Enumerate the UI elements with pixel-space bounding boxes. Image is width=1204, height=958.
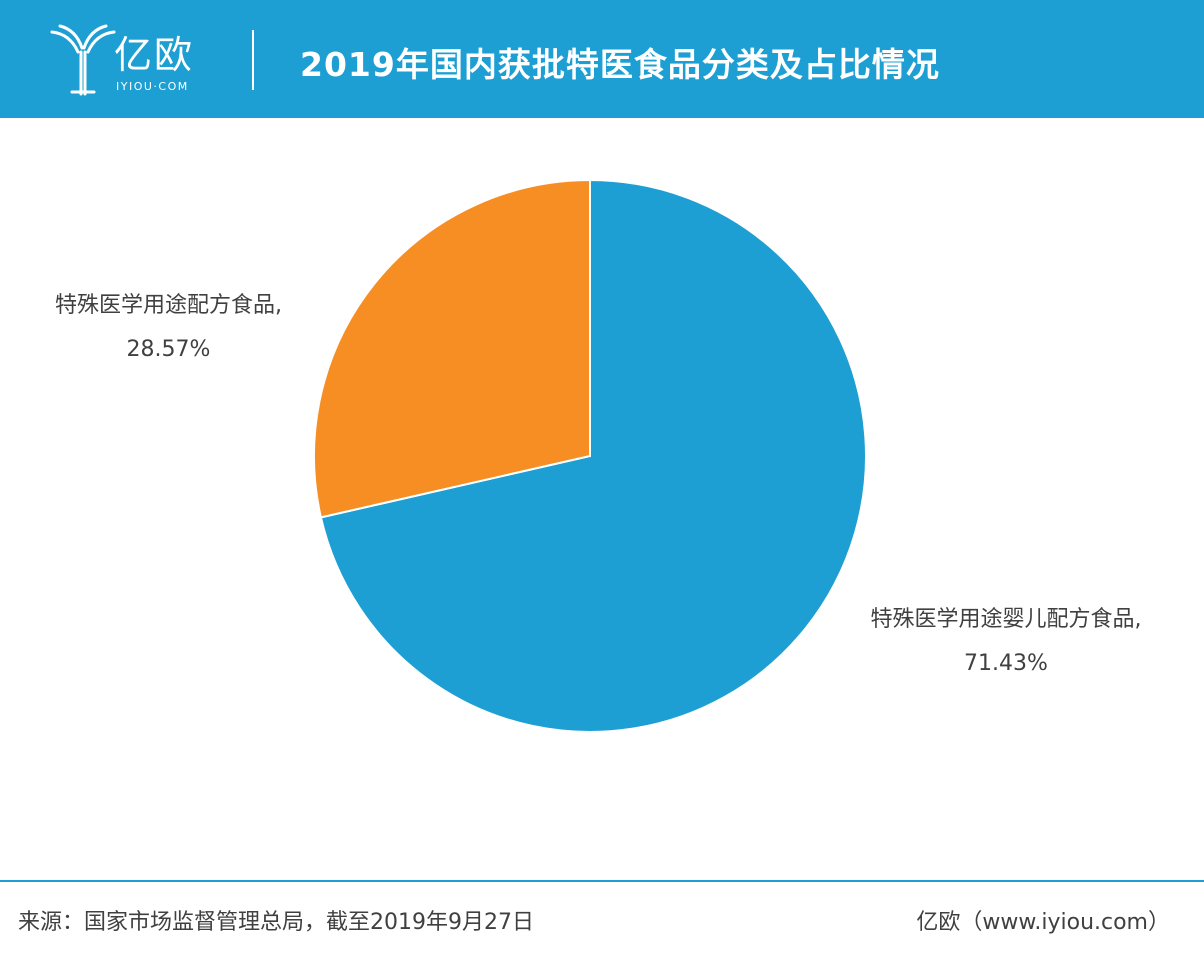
chart-title: 2019年国内获批特医食品分类及占比情况 (300, 45, 940, 84)
header-banner: 亿欧 IYIOU·COM 2019年国内获批特医食品分类及占比情况 (0, 0, 1204, 118)
brand-credit: 亿欧（www.iyiou.com） (916, 910, 1170, 935)
footer-divider (0, 880, 1204, 882)
logo-subtext: IYIOU·COM (116, 80, 189, 93)
logo-wordmark: 亿欧 (114, 33, 195, 77)
slice-label-formula-name: 特殊医学用途配方食品, (55, 293, 282, 318)
pie-slice-infant-formula (319, 178, 867, 733)
header-divider (252, 30, 254, 90)
slice-label-formula: 特殊医学用途配方食品, 28.57% (26, 284, 311, 372)
slice-label-infant-formula-name: 特殊医学用途婴儿配方食品, (870, 607, 1142, 632)
slice-label-formula-value: 28.57% (126, 337, 211, 362)
pie-slice-formula (313, 178, 591, 519)
pie-chart (313, 178, 867, 733)
source-note: 来源：国家市场监督管理总局，截至2019年9月27日 (18, 910, 534, 935)
slice-label-infant-formula: 特殊医学用途婴儿配方食品, 71.43% (836, 598, 1176, 686)
slice-label-infant-formula-value: 71.43% (964, 651, 1048, 676)
iyiou-logo-icon (50, 24, 116, 96)
